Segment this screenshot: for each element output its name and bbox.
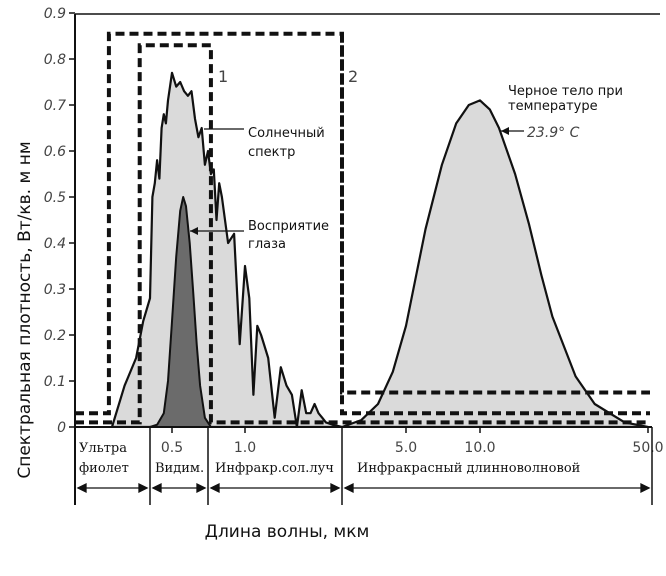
region-uv-label-2: фиолет xyxy=(79,461,129,476)
y-axis-title: Спектральная плотность, Вт/кв. м нм xyxy=(15,141,35,478)
window-box-1 xyxy=(75,43,650,425)
y-tick-label: 0 xyxy=(57,420,66,436)
y-tick-labels: 0 0.1 0.2 0.3 0.4 0.5 0.6 0.7 0.8 0.9 xyxy=(44,6,75,436)
x-tick-label: 0.5 xyxy=(161,440,183,456)
window-boxes xyxy=(75,31,650,425)
temperature-label: 23.9° C xyxy=(527,125,580,141)
x-tick-label: 10.0 xyxy=(464,440,495,456)
box-1-label: 1 xyxy=(218,67,228,86)
blackbody-label-2: температуре xyxy=(508,99,598,114)
temperature-leader-arrowhead xyxy=(501,127,509,135)
region-near-ir-label: Инфракр.сол.луч xyxy=(215,461,334,476)
x-tick-label: 1.0 xyxy=(234,440,256,456)
solar-label-2: спектр xyxy=(248,145,295,160)
region-far-ir-label: Инфракрасный длинноволновой xyxy=(357,461,580,476)
x-tick-labels: 0.5 1.0 5.0 10.0 50.0 xyxy=(161,427,664,456)
region-dividers xyxy=(149,427,653,505)
blackbody-label-1: Черное тело при xyxy=(508,84,623,99)
blackbody-area xyxy=(340,99,650,427)
eye-leader-arrowhead xyxy=(190,227,198,235)
region-arrows xyxy=(76,482,651,494)
y-tick-label: 0.7 xyxy=(44,98,66,114)
x-axis-title: Длина волны, мкм xyxy=(205,522,370,542)
y-tick-label: 0.9 xyxy=(44,6,66,22)
eye-label-2: глаза xyxy=(248,237,286,252)
x-tick-label: 5.0 xyxy=(395,440,417,456)
eye-response-area xyxy=(149,196,212,427)
y-tick-label: 0.6 xyxy=(44,144,66,160)
solar-label-1: Солнечный xyxy=(248,126,325,141)
y-tick-label: 0.5 xyxy=(44,190,66,206)
series-layer xyxy=(110,71,650,427)
y-tick-label: 0.3 xyxy=(44,282,66,298)
y-tick-label: 0.1 xyxy=(44,374,66,390)
region-uv-label-1: Ультра xyxy=(79,441,127,456)
window-box-2-step xyxy=(340,33,650,395)
window-box-2 xyxy=(75,31,650,416)
eye-label-1: Восприятие xyxy=(248,219,329,234)
solar-spectrum-area xyxy=(110,71,344,427)
y-tick-label: 0.8 xyxy=(44,52,66,68)
x-tick-label: 50.0 xyxy=(632,440,663,456)
box-2-label: 2 xyxy=(348,67,358,86)
y-tick-label: 0.4 xyxy=(44,236,66,252)
y-tick-label: 0.2 xyxy=(44,328,66,344)
region-visible-label: Видим. xyxy=(155,461,204,476)
